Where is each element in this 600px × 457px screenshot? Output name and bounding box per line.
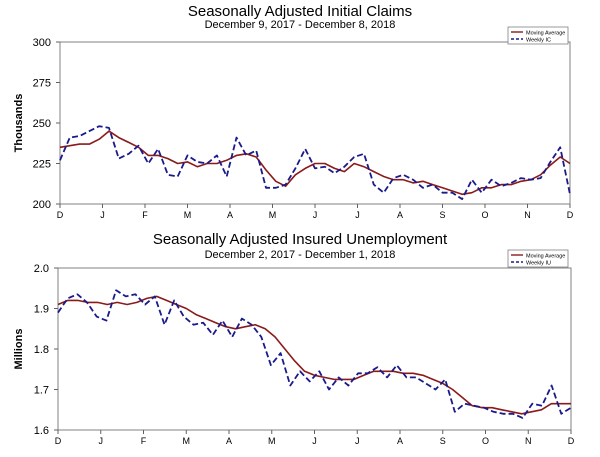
insured-plot-frame: [57, 267, 572, 431]
insured-y-tick-label: 1.8: [34, 344, 49, 356]
claims-y-tick-label: 250: [33, 118, 51, 130]
chart2-subtitle: December 2, 2017 - December 1, 2018: [204, 249, 396, 261]
insured-x-tick-label: J: [312, 436, 317, 446]
claims-x-tick-label: S: [439, 210, 445, 220]
claims-legend-label: Moving Average: [526, 31, 565, 37]
insured-legend-label: Moving Average: [526, 254, 565, 260]
claims-x-tick-label: J: [313, 210, 318, 220]
insured-y-axis-label: Millions: [13, 329, 25, 370]
claims-x-tick-label: J: [355, 210, 360, 220]
insured-weekly-line: [57, 289, 572, 419]
insured-legend-label: Weekly IU: [526, 261, 551, 267]
insured-x-tick-label: A: [226, 436, 232, 446]
insured-x-tick-label: D: [55, 436, 62, 446]
insured-x-tick-label: O: [482, 436, 489, 446]
insured-x-tick-label: J: [355, 436, 360, 446]
claims-weekly-line: [59, 125, 571, 201]
claims-x-tick-label: N: [524, 210, 531, 220]
insured-x-tick-label: N: [525, 436, 532, 446]
claims-x-tick-label: A: [397, 210, 403, 220]
insured-x-tick-label: M: [268, 436, 276, 446]
claims-x-tick-label: F: [142, 210, 148, 220]
claims-x-tick-label: J: [100, 210, 105, 220]
insured-y-tick-label: 2.0: [34, 263, 49, 275]
chart2-title: Seasonally Adjusted Insured Unemployment: [152, 231, 448, 248]
insured-y-tick-label: 1.6: [34, 425, 49, 437]
insured-x-tick-label: M: [183, 436, 191, 446]
claims-legend-label: Weekly IC: [526, 38, 551, 44]
insured-y-tick-label: 1.7: [34, 385, 49, 397]
claims-x-tick-label: A: [227, 210, 233, 220]
insured-y-tick-label: 1.9: [34, 304, 49, 316]
claims-y-tick-label: 200: [33, 199, 51, 211]
claims-y-tick-label: 275: [33, 78, 51, 90]
insured-legend-box: [507, 249, 569, 268]
claims-x-tick-label: M: [269, 210, 277, 220]
claims-x-tick-label: O: [481, 210, 488, 220]
claims-x-tick-label: D: [57, 210, 64, 220]
chart1-subtitle: December 9, 2017 - December 8, 2018: [204, 19, 396, 31]
insured-x-tick-label: A: [397, 436, 403, 446]
claims-legend-box: [507, 26, 569, 45]
insured-x-tick-label: S: [440, 436, 446, 446]
insured-x-tick-label: J: [99, 436, 104, 446]
claims-y-tick-label: 225: [33, 159, 51, 171]
chart1-title: Seasonally Adjusted Initial Claims: [187, 3, 413, 20]
claims-x-tick-label: M: [184, 210, 192, 220]
insured-moving-average-line: [57, 295, 571, 415]
insured-x-tick-label: F: [141, 436, 147, 446]
claims-y-axis-label: Thousands: [13, 94, 25, 153]
claims-y-tick-label: 300: [33, 37, 51, 49]
claims-x-tick-label: D: [567, 210, 574, 220]
insured-x-tick-label: D: [568, 436, 575, 446]
